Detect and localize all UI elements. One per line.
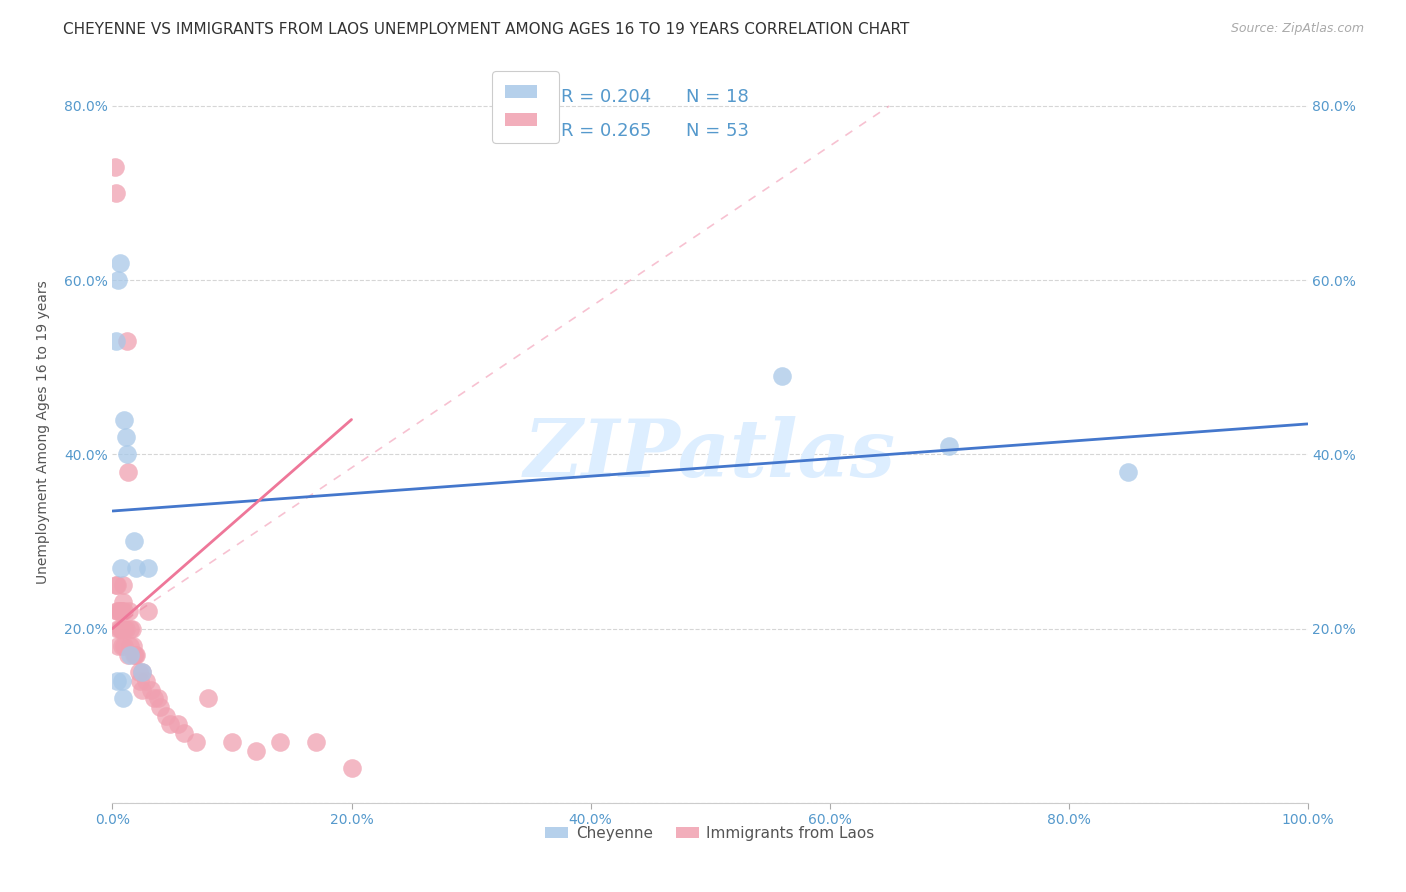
Point [110, 604, 132, 618]
Point [105, 604, 128, 618]
Point [111, 604, 134, 618]
Point [114, 639, 135, 653]
Point [167, 717, 190, 731]
Point [155, 708, 177, 723]
Point [120, 648, 142, 662]
Point [269, 735, 291, 749]
Point [173, 726, 195, 740]
Point [135, 673, 157, 688]
Text: CHEYENNE VS IMMIGRANTS FROM LAOS UNEMPLOYMENT AMONG AGES 16 TO 19 YEARS CORRELAT: CHEYENNE VS IMMIGRANTS FROM LAOS UNEMPLO… [63, 22, 910, 37]
Text: Source: ZipAtlas.com: Source: ZipAtlas.com [1230, 22, 1364, 36]
Point [114, 622, 136, 636]
Point [114, 430, 136, 444]
Point [131, 682, 153, 697]
Point [110, 560, 132, 574]
Point [112, 691, 135, 706]
Point [221, 735, 243, 749]
Point [115, 447, 138, 461]
Point [139, 682, 162, 697]
Point [111, 622, 134, 636]
Point [120, 639, 142, 653]
Point [938, 439, 960, 453]
Point [121, 622, 143, 636]
Point [105, 334, 128, 348]
Point [186, 735, 208, 749]
Point [120, 622, 142, 636]
Legend: Cheyenne, Immigrants from Laos: Cheyenne, Immigrants from Laos [540, 820, 880, 847]
Point [159, 717, 181, 731]
Point [107, 622, 129, 636]
Point [112, 595, 135, 609]
Point [146, 691, 169, 706]
Point [245, 743, 267, 757]
Point [107, 604, 129, 618]
Text: N = 18: N = 18 [686, 88, 749, 106]
Point [149, 700, 172, 714]
Point [105, 673, 128, 688]
Point [125, 560, 148, 574]
Text: ZIPatlas: ZIPatlas [524, 416, 896, 493]
Point [118, 604, 141, 618]
Point [105, 578, 128, 592]
Point [770, 369, 793, 384]
Point [108, 622, 131, 636]
Text: R = 0.265: R = 0.265 [561, 121, 651, 140]
Point [131, 665, 153, 680]
Text: N = 53: N = 53 [686, 121, 749, 140]
Point [115, 334, 138, 348]
Point [197, 691, 219, 706]
Point [340, 761, 363, 775]
Point [138, 560, 160, 574]
Point [121, 639, 143, 653]
Point [124, 648, 146, 662]
Point [104, 160, 127, 174]
Point [305, 735, 328, 749]
Point [114, 412, 135, 426]
Point [107, 273, 129, 287]
Point [105, 186, 128, 200]
Y-axis label: Unemployment Among Ages 16 to 19 years: Unemployment Among Ages 16 to 19 years [37, 281, 49, 584]
Point [125, 648, 148, 662]
Point [122, 534, 145, 549]
Point [112, 578, 135, 592]
Point [114, 604, 135, 618]
Point [110, 622, 132, 636]
Point [114, 622, 135, 636]
Point [108, 604, 131, 618]
Point [111, 673, 134, 688]
Point [105, 578, 128, 592]
Point [129, 673, 152, 688]
Point [117, 465, 139, 479]
Text: R = 0.204: R = 0.204 [561, 88, 651, 106]
Point [143, 691, 166, 706]
Point [138, 604, 160, 618]
Point [128, 665, 150, 680]
Point [107, 639, 129, 653]
Point [131, 665, 153, 680]
Point [122, 648, 145, 662]
Point [108, 256, 131, 270]
Point [111, 639, 134, 653]
Point [117, 648, 139, 662]
Point [1118, 465, 1140, 479]
